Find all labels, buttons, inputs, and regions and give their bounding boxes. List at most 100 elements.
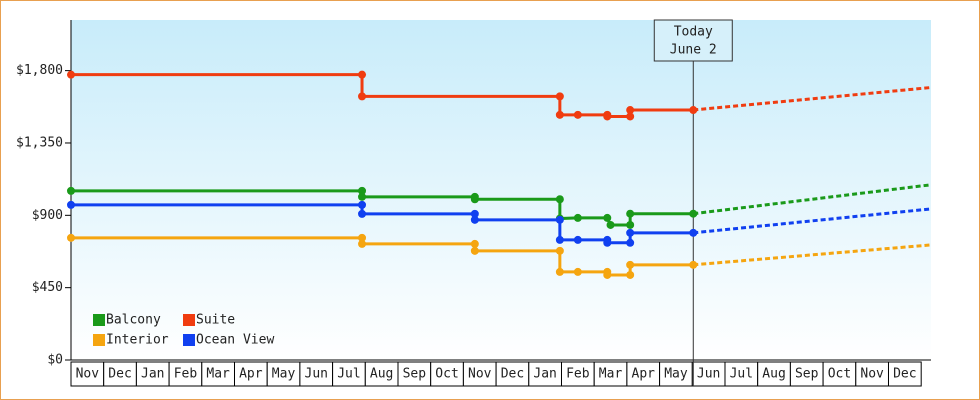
point xyxy=(689,228,698,237)
legend-swatch xyxy=(93,314,105,326)
point xyxy=(67,70,75,79)
point xyxy=(573,267,582,276)
x-tick-label: May xyxy=(664,367,688,382)
y-tick-label: $1,800 xyxy=(16,63,63,78)
point xyxy=(470,195,479,204)
point xyxy=(555,195,564,204)
x-tick-box xyxy=(495,361,530,387)
legend-swatch xyxy=(183,334,195,346)
point xyxy=(573,110,582,119)
x-tick-box xyxy=(201,361,235,387)
y-tick-label: $450 xyxy=(32,280,63,295)
today-box xyxy=(653,19,733,62)
x-tick-box xyxy=(103,361,137,387)
point xyxy=(555,267,564,276)
legend-label: Balcony xyxy=(106,313,161,328)
x-tick-label: Jul xyxy=(337,367,360,382)
x-tick-box xyxy=(266,361,301,387)
point xyxy=(626,112,635,121)
point xyxy=(470,239,479,248)
point xyxy=(555,235,564,244)
y-tick-label: $900 xyxy=(32,208,63,223)
point xyxy=(358,239,367,248)
legend-label: Interior xyxy=(106,333,169,348)
x-tick-label: Nov xyxy=(860,367,884,382)
point xyxy=(358,209,367,218)
legend-label: Suite xyxy=(196,313,235,328)
x-tick-box xyxy=(528,361,562,387)
point xyxy=(555,92,564,101)
point xyxy=(470,246,479,255)
point xyxy=(626,209,635,218)
x-tick-box xyxy=(593,361,628,387)
point xyxy=(67,200,75,209)
point xyxy=(626,228,635,237)
point xyxy=(555,110,564,119)
legend-swatch xyxy=(93,334,105,346)
x-tick-label: Jun xyxy=(305,367,328,382)
x-tick-box xyxy=(168,361,203,387)
point xyxy=(603,270,612,279)
x-tick-label: Dec xyxy=(108,367,131,382)
x-tick-label: Mar xyxy=(206,367,230,382)
x-tick-label: Nov xyxy=(76,367,100,382)
point xyxy=(626,106,635,115)
x-tick-label: Sep xyxy=(795,367,819,382)
x-tick-label: Apr xyxy=(632,367,656,382)
x-tick-box xyxy=(332,361,366,387)
point xyxy=(626,238,635,247)
x-tick-label: Aug xyxy=(762,367,785,382)
point xyxy=(603,213,612,222)
x-tick-label: Jan xyxy=(141,367,164,382)
x-tick-box xyxy=(70,361,105,387)
point xyxy=(689,209,698,218)
point xyxy=(358,186,367,195)
x-tick-box xyxy=(659,361,693,387)
x-tick-label: Oct xyxy=(828,367,851,382)
x-tick-label: Dec xyxy=(893,367,916,382)
x-tick-box xyxy=(299,361,334,387)
x-tick-box xyxy=(233,361,268,387)
x-tick-label: Jul xyxy=(730,367,753,382)
x-tick-box xyxy=(462,361,497,387)
point xyxy=(470,209,479,218)
x-tick-box xyxy=(855,361,889,387)
x-tick-label: Feb xyxy=(174,367,198,382)
x-tick-label: Sep xyxy=(403,367,427,382)
point xyxy=(358,70,367,79)
x-tick-box xyxy=(364,361,399,387)
legend-label: Ocean View xyxy=(196,333,274,348)
y-tick-label: $0 xyxy=(47,353,63,368)
x-tick-box xyxy=(822,361,857,387)
x-tick-label: May xyxy=(272,367,296,382)
point xyxy=(555,215,564,224)
point xyxy=(358,92,367,101)
point xyxy=(603,238,612,247)
x-tick-label: Dec xyxy=(501,367,524,382)
point xyxy=(573,213,582,222)
point xyxy=(603,112,612,121)
x-tick-box xyxy=(135,361,170,387)
point xyxy=(358,192,367,201)
today-label: June 2 xyxy=(670,43,717,58)
today-label: Today xyxy=(674,25,713,40)
point xyxy=(358,233,367,242)
x-tick-box xyxy=(887,361,922,387)
point xyxy=(606,220,615,229)
x-tick-box xyxy=(560,361,595,387)
legend-swatch xyxy=(183,314,195,326)
x-tick-label: Aug xyxy=(370,367,393,382)
y-tick-label: $1,350 xyxy=(16,135,63,150)
point xyxy=(626,270,635,279)
point xyxy=(67,233,75,242)
point xyxy=(626,220,635,229)
x-tick-box xyxy=(691,361,726,387)
point xyxy=(689,106,698,115)
point xyxy=(626,260,635,269)
x-tick-label: Nov xyxy=(468,367,492,382)
x-tick-label: Jan xyxy=(533,367,556,382)
x-tick-label: Feb xyxy=(566,367,590,382)
x-tick-label: Oct xyxy=(435,367,458,382)
point xyxy=(573,235,582,244)
